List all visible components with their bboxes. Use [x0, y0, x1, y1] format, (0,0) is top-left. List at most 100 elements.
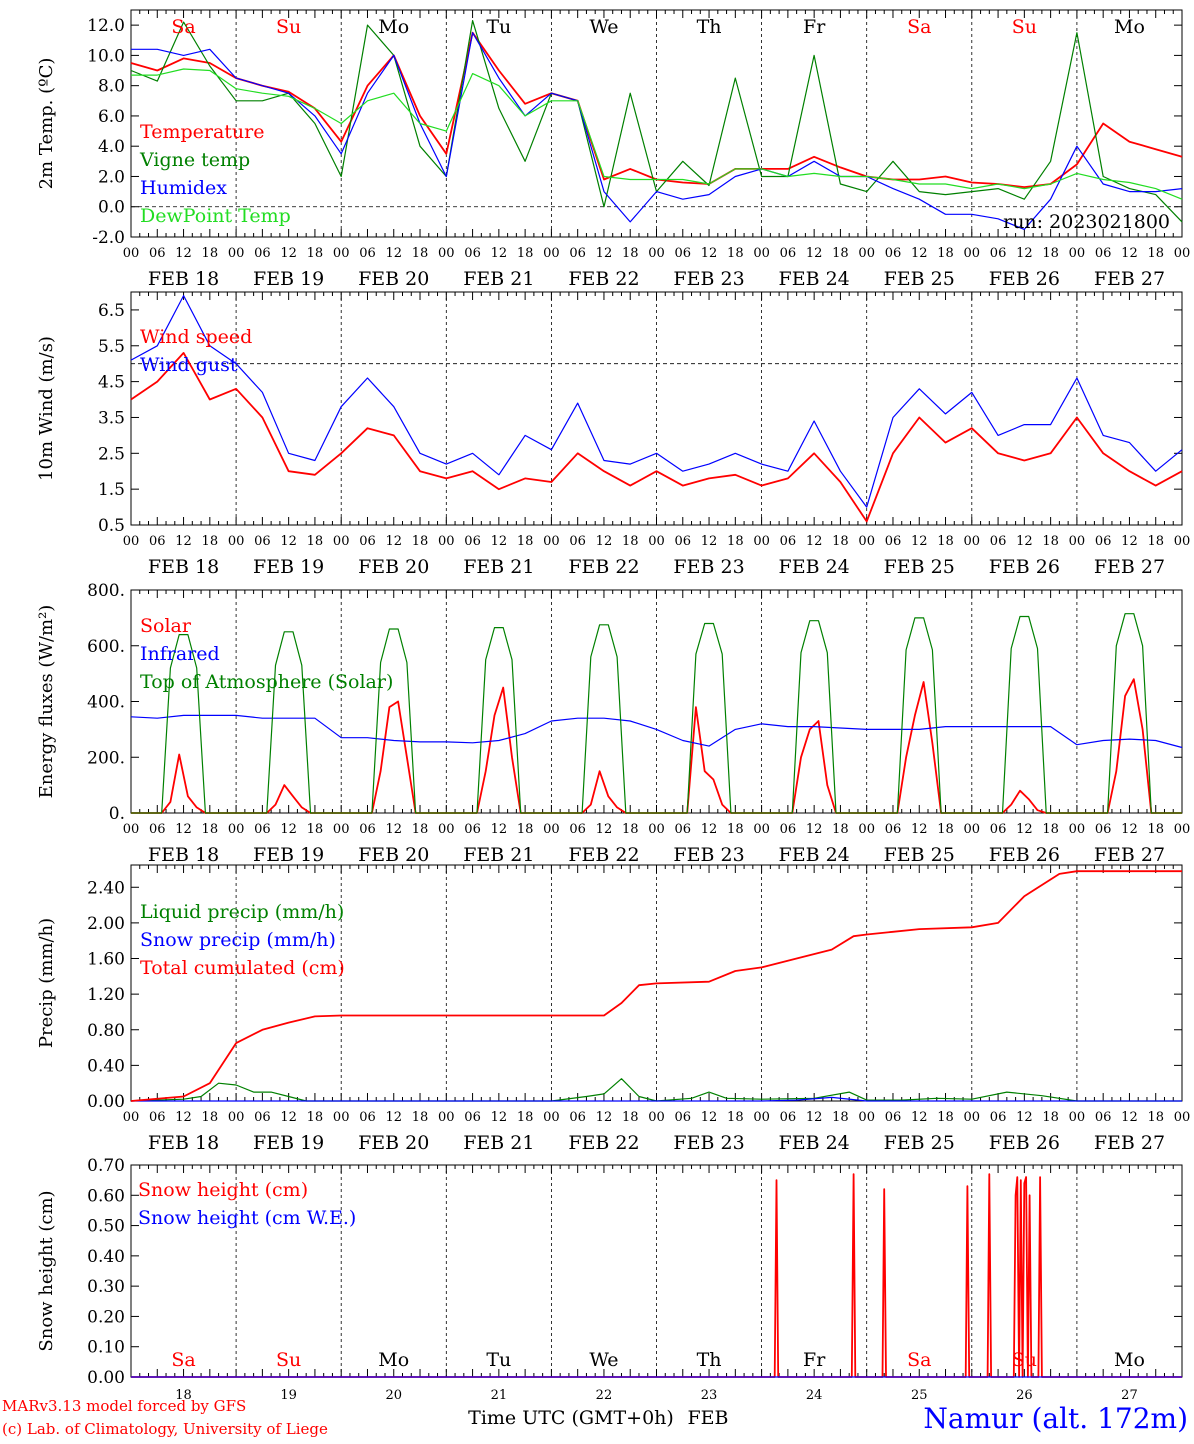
flux-hour-label: 18	[1147, 822, 1164, 837]
temp-hour-label: 00	[543, 246, 560, 261]
snow-day-abbrev: Tu	[486, 1349, 511, 1371]
flux-date-label: FEB 18	[148, 844, 219, 866]
precip-ytick-label: 2.00	[87, 914, 125, 934]
flux-hour-label: 06	[990, 822, 1007, 837]
precip-legend-entry: Snow precip (mm/h)	[140, 929, 336, 951]
flux-hour-label: 18	[727, 822, 744, 837]
snow-ytick-label: 0.40	[87, 1247, 125, 1267]
temp-ytick-label: 4.0	[98, 137, 125, 157]
wind-legend-entry: Wind gust	[140, 354, 238, 376]
flux-date-label: FEB 27	[1094, 844, 1165, 866]
wind-ytick-label: 1.5	[98, 480, 125, 500]
temp-hour-label: 00	[228, 246, 245, 261]
precip-date-label: FEB 25	[884, 1132, 955, 1154]
month-label: FEB	[687, 1407, 728, 1429]
wind-hour-label: 06	[675, 534, 692, 549]
temp-ytick-label: 12.0	[87, 16, 125, 36]
snow-ytick-label: 0.60	[87, 1186, 125, 1206]
temp-day-abbrev: Sa	[907, 16, 931, 38]
temp-hour-label: 06	[569, 246, 586, 261]
temp-hour-label: 12	[806, 246, 823, 261]
temp-ytick-label: 8.0	[98, 77, 125, 97]
precip-hour-label: 06	[990, 1110, 1007, 1125]
flux-date-label: FEB 23	[673, 844, 744, 866]
flux-legend-entry: Infrared	[140, 643, 220, 665]
temp-hour-label: 18	[937, 246, 954, 261]
precip-hour-label: 00	[964, 1110, 981, 1125]
snow-ytick-label: 0.30	[87, 1277, 125, 1297]
precip-ylabel: Precip (mm/h)	[36, 918, 57, 1048]
temp-hour-label: 18	[307, 246, 324, 261]
xaxis-label: Time UTC (GMT+0h)	[468, 1407, 674, 1429]
credit-line: MARv3.13 model forced by GFS	[2, 1397, 246, 1415]
precip-hour-label: 06	[569, 1110, 586, 1125]
wind-hour-label: 06	[359, 534, 376, 549]
flux-hour-label: 12	[701, 822, 718, 837]
precip-ytick-label: 0.00	[87, 1092, 125, 1112]
precip-hour-label: 00	[753, 1110, 770, 1125]
snow-day-abbrev: Sa	[907, 1349, 931, 1371]
flux-hour-label: 12	[806, 822, 823, 837]
wind-hour-label: 12	[1121, 534, 1138, 549]
flux-hour-label: 00	[333, 822, 350, 837]
precip-date-label: FEB 21	[463, 1132, 534, 1154]
wind-hour-label: 06	[254, 534, 271, 549]
wind-hour-label: 18	[1147, 534, 1164, 549]
day-number-label: 27	[1121, 1388, 1138, 1403]
wind-hour-label: 06	[569, 534, 586, 549]
flux-date-label: FEB 25	[884, 844, 955, 866]
temp-hour-label: 00	[438, 246, 455, 261]
wind-hour-label: 12	[596, 534, 613, 549]
precip-hour-label: 00	[858, 1110, 875, 1125]
wind-hour-label: 12	[911, 534, 928, 549]
flux-hour-label: 06	[780, 822, 797, 837]
temp-hour-label: 18	[412, 246, 429, 261]
flux-hour-label: 06	[885, 822, 902, 837]
temp-ylabel: 2m Temp. (ºC)	[36, 58, 57, 190]
temp-date-label: FEB 24	[779, 268, 850, 290]
wind-ytick-label: 0.5	[98, 516, 125, 536]
precip-hour-label: 18	[622, 1110, 639, 1125]
temp-series-temperature-line	[130, 31, 1183, 189]
temp-hour-label: 18	[1042, 246, 1059, 261]
wind-hour-label: 00	[228, 534, 245, 549]
temp-date-label: FEB 27	[1094, 268, 1165, 290]
wind-date-label: FEB 18	[148, 556, 219, 578]
temp-legend-entry: Vigne temp	[139, 149, 250, 171]
wind-date-label: FEB 19	[253, 556, 324, 578]
wind-hour-label: 06	[1095, 534, 1112, 549]
precip-hour-label: 12	[1121, 1110, 1138, 1125]
temp-day-abbrev: Th	[697, 16, 722, 38]
precip-hour-label: 12	[701, 1110, 718, 1125]
temp-hour-label: 00	[1069, 246, 1086, 261]
wind-hour-label: 18	[412, 534, 429, 549]
wind-hour-label: 00	[543, 534, 560, 549]
wind-hour-label: 18	[622, 534, 639, 549]
temp-hour-label: 00	[1174, 246, 1191, 261]
temp-hour-label: 12	[911, 246, 928, 261]
precip-hour-label: 06	[885, 1110, 902, 1125]
wind-date-label: FEB 22	[568, 556, 639, 578]
temp-hour-label: 00	[753, 246, 770, 261]
temp-ytick-label: 10.0	[87, 46, 125, 66]
snow-day-abbrev: Mo	[378, 1349, 409, 1371]
temp-series-humidex-line	[131, 32, 1183, 230]
wind-hour-label: 18	[727, 534, 744, 549]
flux-hour-label: 00	[438, 822, 455, 837]
day-number-label: 22	[596, 1388, 613, 1403]
flux-hour-label: 06	[1095, 822, 1112, 837]
temp-hour-label: 06	[254, 246, 271, 261]
temp-hour-label: 06	[464, 246, 481, 261]
snow-legend-entry: Snow height (cm)	[138, 1179, 308, 1201]
precip-series-snow-precip-mm-h-line	[131, 1096, 1182, 1102]
temp-date-label: FEB 18	[148, 268, 219, 290]
temp-hour-label: 06	[149, 246, 166, 261]
precip-hour-label: 06	[1095, 1110, 1112, 1125]
flux-date-label: FEB 24	[779, 844, 850, 866]
wind-hour-label: 12	[280, 534, 297, 549]
day-number-label: 24	[806, 1388, 823, 1403]
day-number-label: 21	[491, 1388, 508, 1403]
wind-hour-label: 00	[753, 534, 770, 549]
wind-hour-label: 00	[1174, 534, 1191, 549]
temp-date-label: FEB 25	[884, 268, 955, 290]
